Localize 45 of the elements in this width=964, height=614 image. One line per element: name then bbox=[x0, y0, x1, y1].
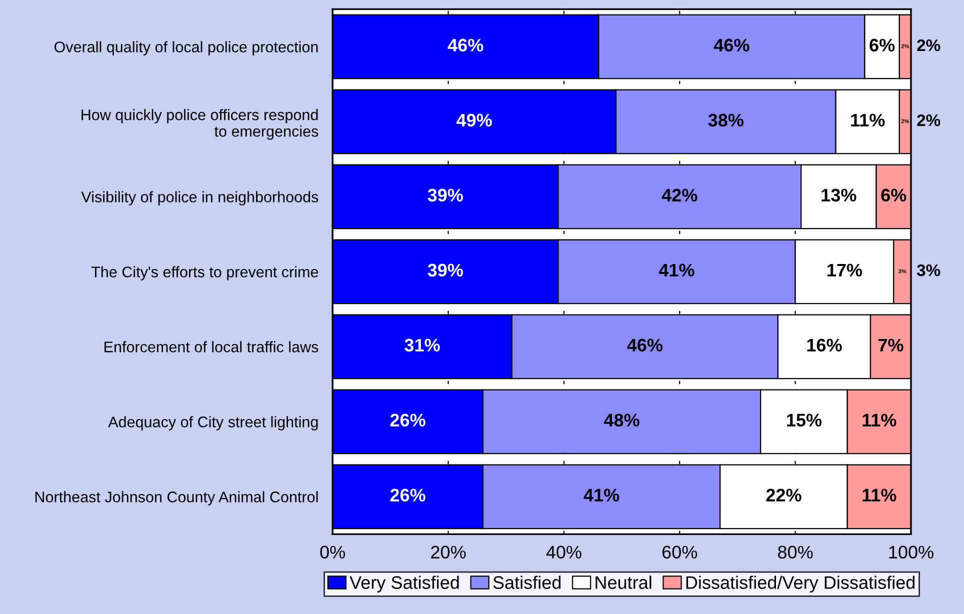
text: 2% bbox=[917, 114, 940, 126]
y-tick-label: Northeast Johnson County Animal Control bbox=[35, 491, 318, 506]
data-label: 46% bbox=[627, 338, 663, 352]
legend-label: Dissatisfied/Very Dissatisfied bbox=[686, 576, 915, 593]
y-tick-label: The City's efforts to prevent crime bbox=[91, 266, 318, 280]
data-label: 11% bbox=[862, 488, 896, 502]
x-tick-label: 20% bbox=[431, 546, 466, 559]
x-tick-label: 40% bbox=[546, 546, 582, 559]
data-label: 6% bbox=[881, 188, 906, 202]
data-label: 48% bbox=[604, 414, 640, 427]
data-label: 15% bbox=[787, 414, 822, 427]
data-label: 26% bbox=[390, 488, 426, 502]
data-label: 39% bbox=[428, 264, 463, 277]
legend-label: Satisfied bbox=[493, 576, 561, 589]
data-label: 26% bbox=[390, 414, 426, 427]
x-tick-label: 100% bbox=[889, 546, 934, 559]
x-tick-label: 60% bbox=[662, 546, 698, 559]
data-label: 17% bbox=[828, 264, 862, 277]
y-tick-label: Enforcement of local traffic laws bbox=[104, 341, 318, 352]
data-label: 22% bbox=[766, 488, 802, 502]
text: 3% bbox=[916, 264, 940, 276]
y-tick-label: Visibility of police in neighborhoods bbox=[81, 191, 318, 206]
legend-label: Very Satisfied bbox=[350, 576, 459, 593]
y-tick-label: Overall quality of local police protection bbox=[54, 41, 318, 56]
data-label: 13% bbox=[822, 188, 856, 202]
data-label: 11% bbox=[851, 114, 885, 127]
data-label: 7% bbox=[878, 338, 904, 352]
y-tick-label: Adequacy of City street lighting bbox=[108, 416, 318, 430]
data-label: 42% bbox=[662, 188, 698, 202]
legend-label: Neutral bbox=[596, 576, 652, 589]
data-label: 38% bbox=[708, 114, 744, 127]
data-label: 46% bbox=[714, 38, 750, 52]
data-label: 16% bbox=[807, 338, 842, 352]
data-label: 46% bbox=[448, 38, 484, 52]
data-label: 11% bbox=[862, 414, 896, 426]
data-label: 49% bbox=[456, 114, 492, 127]
data-label: 6% bbox=[870, 38, 895, 52]
data-label: 39% bbox=[428, 188, 463, 202]
data-label: 41% bbox=[584, 488, 620, 502]
data-label: 41% bbox=[658, 264, 694, 277]
x-tick-label: 0% bbox=[320, 546, 345, 559]
x-tick-label: 80% bbox=[778, 546, 813, 559]
text: 2% bbox=[917, 39, 940, 52]
data-label: 31% bbox=[404, 338, 440, 352]
y-tick-label: How quickly police officers respond to emergencies bbox=[82, 109, 318, 140]
